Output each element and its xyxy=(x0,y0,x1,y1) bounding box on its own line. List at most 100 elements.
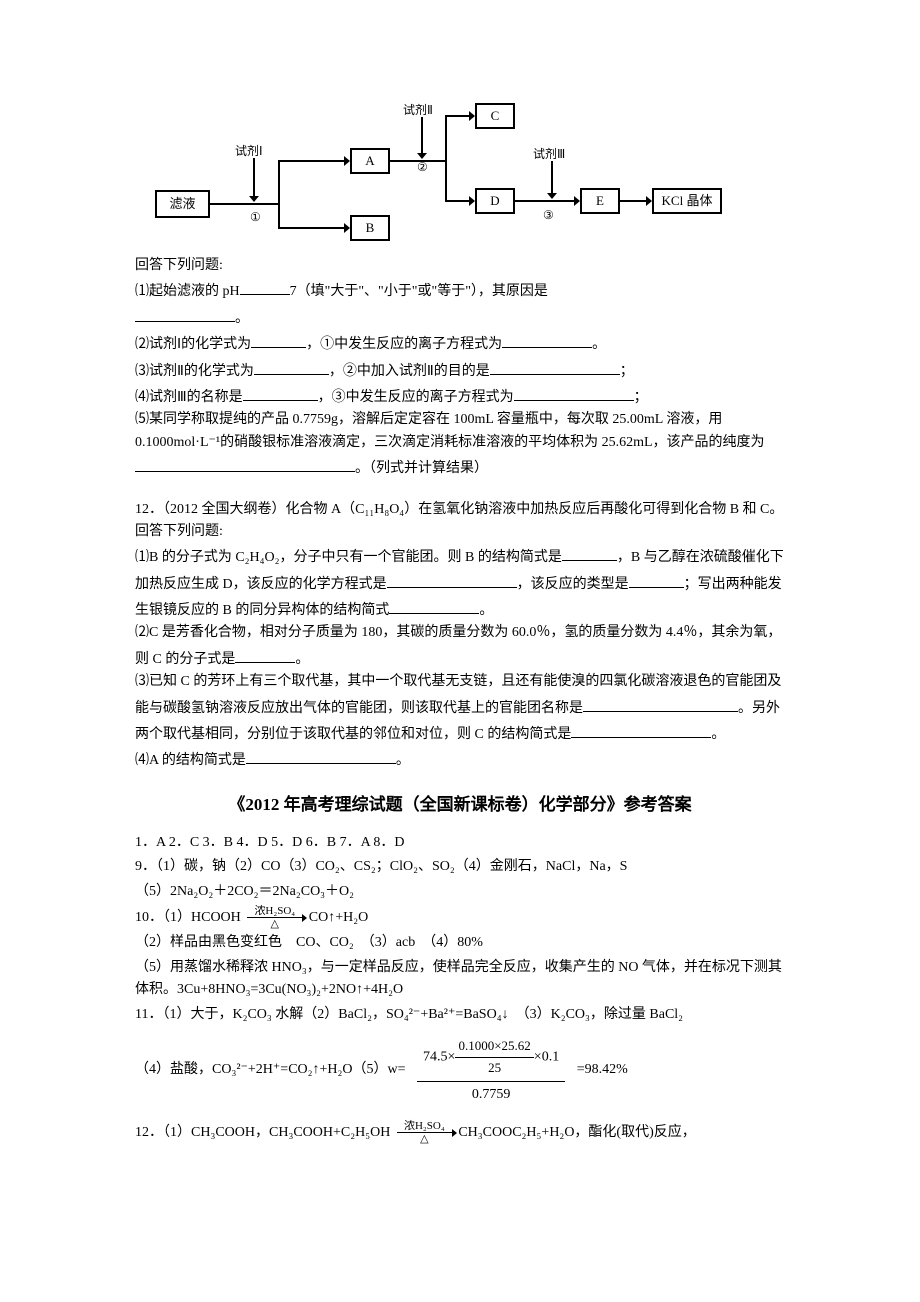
label-circle1: ① xyxy=(250,208,261,227)
blank xyxy=(135,454,355,472)
q12-4-a: ⑷A 的结构简式是 xyxy=(135,753,246,768)
q12-1-a: ⑴B 的分子式为 C₂H₄O₂，分子中只有一个官能团。则 B 的结构简式是 xyxy=(135,550,562,565)
inner-frac: 0.1000×25.6225 xyxy=(455,1036,533,1079)
q12-4: ⑷A 的结构简式是 。 xyxy=(135,746,785,772)
question-11: 回答下列问题: ⑴起始滤液的 pH 7（填"大于"、"小于"或"等于"），其原因是… xyxy=(135,255,785,481)
blank xyxy=(490,357,620,375)
ans-12-post: CH₃COOC₂H₅+H₂O，酯化(取代)反应， xyxy=(458,1125,695,1140)
ans-9-5: （5）2Na₂O₂＋2CO₂＝2Na₂CO₃＋O₂ xyxy=(135,881,785,903)
node-E: E xyxy=(580,188,620,214)
answer-block: 1．A 2．C 3．B 4．D 5．D 6．B 7．A 8．D 9．（1）碳，钠… xyxy=(135,832,785,1145)
label-circle3: ③ xyxy=(543,206,554,225)
q12-2: ⑵C 是芳香化合物，相对分子质量为 180，其碳的质量分数为 60.0％，氢的质… xyxy=(135,622,785,671)
ans-12-pre: 12．（1）CH₃COOH，CH₃COOH+C₂H₅OH xyxy=(135,1125,390,1140)
node-filtrate: 滤液 xyxy=(155,190,210,218)
cond-top: 浓H₂SO₄ xyxy=(254,905,295,917)
q11-4-a: ⑷试剂Ⅲ的名称是 xyxy=(135,390,243,405)
node-D: D xyxy=(475,188,515,214)
ans-11-4-pre: （4）盐酸，CO₃²⁻+2H⁺=CO₂↑+H₂O（5）w= xyxy=(135,1062,406,1077)
q12-title: 12．（2012 全国大纲卷）化合物 A（C₁₁H₈O₄）在氢氧化钠溶液中加热反… xyxy=(135,499,785,544)
q11-1-post: 7（填"大于"、"小于"或"等于"），其原因是 xyxy=(290,284,548,299)
q11-2-c: 。 xyxy=(592,337,606,352)
edge-j2-vert xyxy=(445,115,447,201)
q11-4: ⑷试剂Ⅲ的名称是 ，③中发生反应的离子方程式为 ； xyxy=(135,383,785,409)
cond-top-2: 浓H₂SO₄ xyxy=(404,1120,445,1132)
ans-9: 9．（1）碳，钠（2）CO（3）CO₂、CS₂；ClO₂、SO₂（4）金刚石，N… xyxy=(135,856,785,878)
q11-4-b: ，③中发生反应的离子方程式为 xyxy=(318,390,514,405)
edge-to-D xyxy=(445,200,469,202)
q11-5: ⑸某同学称取提纯的产品 0.7759g，溶解后定定容在 100mL 容量瓶中，每… xyxy=(135,409,785,480)
blank xyxy=(387,570,517,588)
ans-12: 12．（1）CH₃COOH，CH₃COOH+C₂H₅OH 浓H₂SO₄ △ CH… xyxy=(135,1120,785,1145)
frac-a: 74.5× xyxy=(423,1049,455,1064)
ans-11-4: （4）盐酸，CO₃²⁻+2H⁺=CO₂↑+H₂O（5）w= 74.5×0.100… xyxy=(135,1034,785,1106)
q11-2-b: ，①中发生反应的离子方程式为 xyxy=(306,337,502,352)
reaction-arrow-1: 浓H₂SO₄ △ xyxy=(247,905,302,930)
node-A: A xyxy=(350,148,390,174)
cond-bot-2: △ xyxy=(420,1133,428,1145)
edge-reagent1-down xyxy=(253,158,255,196)
ans-10-1-post: CO↑+H₂O xyxy=(309,910,368,925)
edge-D-E xyxy=(515,200,574,202)
ans-10-1: 10．（1）HCOOH 浓H₂SO₄ △ CO↑+H₂O xyxy=(135,905,785,930)
ans-11-4-post: =98.42% xyxy=(577,1062,628,1077)
q11-5-text: ⑸某同学称取提纯的产品 0.7759g，溶解后定定容在 100mL 容量瓶中，每… xyxy=(135,412,765,449)
label-reagent1: 试剂Ⅰ xyxy=(235,142,263,161)
edge-to-A xyxy=(278,160,344,162)
edge-reagent2-down xyxy=(421,117,423,153)
q12-1-c: ，该反应的类型是 xyxy=(517,577,629,592)
answer-title: 《2012 年高考理综试题（全国新课标卷）化学部分》参考答案 xyxy=(135,791,785,818)
q11-intro: 回答下列问题: xyxy=(135,255,785,277)
edge-reagent3-down xyxy=(551,161,553,193)
blank xyxy=(235,645,295,663)
blank xyxy=(135,304,235,322)
reaction-arrow-2: 浓H₂SO₄ △ xyxy=(397,1120,452,1145)
inner-den: 25 xyxy=(455,1058,533,1079)
node-B: B xyxy=(350,215,390,241)
blank xyxy=(251,330,306,348)
ans-1-8: 1．A 2．C 3．B 4．D 5．D 6．B 7．A 8．D xyxy=(135,832,785,854)
label-reagent2: 试剂Ⅱ xyxy=(403,101,433,120)
ans-10-2: （2）样品由黑色变红色 CO、CO₂ （3）acb （4）80% xyxy=(135,932,785,954)
q12-2-b: 。 xyxy=(295,652,309,667)
blank xyxy=(571,720,711,738)
edge-to-B xyxy=(278,227,344,229)
ans-10-1-pre: 10．（1）HCOOH xyxy=(135,910,241,925)
q11-1-pre: ⑴起始滤液的 pH xyxy=(135,284,240,299)
edge-A-out xyxy=(390,160,445,162)
q11-2: ⑵试剂Ⅰ的化学式为，①中发生反应的离子方程式为。 xyxy=(135,330,785,356)
q12-3: ⑶已知 C 的芳环上有三个取代基，其中一个取代基无支链，且还有能使溴的四氯化碳溶… xyxy=(135,671,785,746)
edge-j1-vert xyxy=(278,160,280,228)
bf-num: 74.5×0.1000×25.6225×0.1 xyxy=(417,1034,565,1082)
q11-3-b: ，②中加入试剂Ⅱ的目的是 xyxy=(329,364,490,379)
q12-2-a: ⑵C 是芳香化合物，相对分子质量为 180，其碳的质量分数为 60.0％，氢的质… xyxy=(135,625,781,666)
cond-bot: △ xyxy=(271,918,279,930)
node-C: C xyxy=(475,103,515,129)
arrow-line-2 xyxy=(397,1132,452,1133)
ans-10-5: （5）用蒸馏水稀释浓 HNO₃，与一定样品反应，使样品完全反应，收集产生的 NO… xyxy=(135,957,785,1002)
q12-4-b: 。 xyxy=(396,753,410,768)
blank xyxy=(389,596,479,614)
flowchart-diagram: 滤液 A B C D E KCl 晶体 试剂Ⅰ 试剂Ⅱ 试剂Ⅲ ① ② ③ xyxy=(155,100,715,240)
blank xyxy=(246,746,396,764)
q11-3-c: ； xyxy=(620,364,634,379)
q12-3-c: 。 xyxy=(711,727,725,742)
inner-num: 0.1000×25.62 xyxy=(455,1036,533,1058)
q11-3-a: ⑶试剂Ⅱ的化学式为 xyxy=(135,364,254,379)
edge-E-KCl xyxy=(620,200,646,202)
frac-b: ×0.1 xyxy=(534,1049,559,1064)
ans-11: 11．（1）大于，K₂CO₃ 水解（2）BaCl₂，SO₄²⁻+Ba²⁺=BaS… xyxy=(135,1004,785,1026)
edge-filtrate-out xyxy=(210,203,278,205)
blank xyxy=(629,570,684,588)
blank xyxy=(240,277,290,295)
blank xyxy=(502,330,592,348)
blank xyxy=(254,357,329,375)
bf-den: 0.7759 xyxy=(417,1082,565,1106)
edge-to-C xyxy=(445,115,469,117)
node-KCl: KCl 晶体 xyxy=(652,188,722,214)
q11-5-end: 。（列式并计算结果） xyxy=(355,461,488,476)
q11-1: ⑴起始滤液的 pH 7（填"大于"、"小于"或"等于"），其原因是 xyxy=(135,277,785,303)
q11-4-c: ； xyxy=(634,390,648,405)
blank xyxy=(562,543,617,561)
q12-1: ⑴B 的分子式为 C₂H₄O₂，分子中只有一个官能团。则 B 的结构简式是，B … xyxy=(135,543,785,622)
